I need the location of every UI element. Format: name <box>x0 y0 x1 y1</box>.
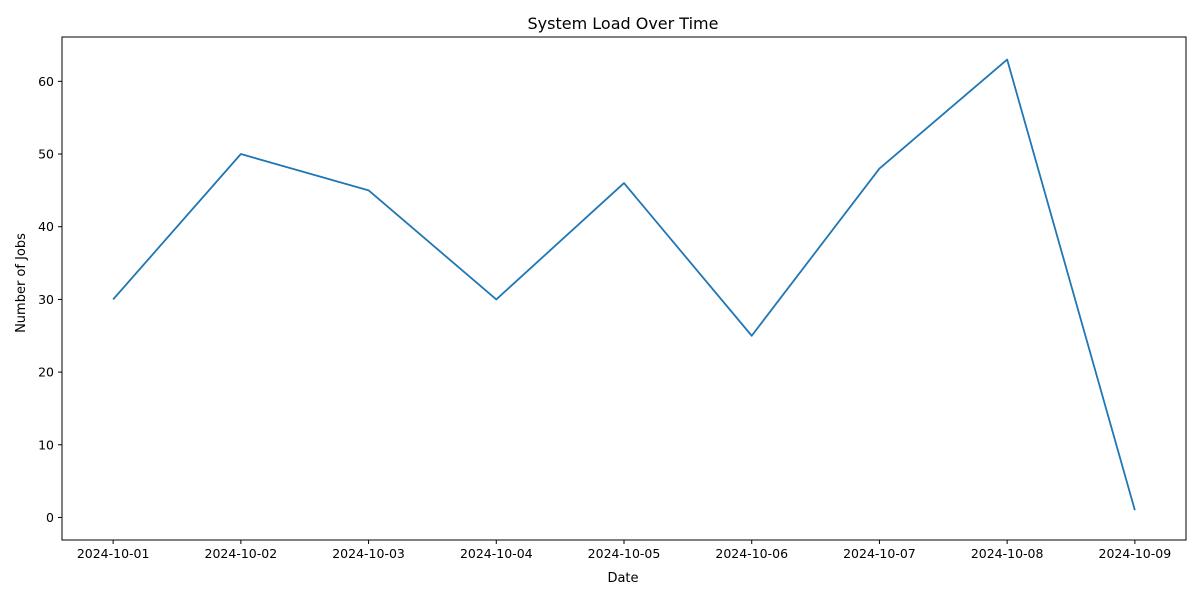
x-tick-label: 2024-10-03 <box>332 546 405 561</box>
x-tick-label: 2024-10-02 <box>205 546 278 561</box>
x-tick-label: 2024-10-08 <box>971 546 1044 561</box>
x-tick-label: 2024-10-05 <box>588 546 661 561</box>
x-tick-label: 2024-10-09 <box>1099 546 1172 561</box>
y-tick-label: 10 <box>38 437 54 452</box>
chart-title: System Load Over Time <box>528 14 719 33</box>
plot-area <box>61 36 1187 541</box>
y-tick-label: 50 <box>38 147 54 162</box>
y-tick-label: 20 <box>38 365 54 380</box>
plot-frame <box>61 36 1187 541</box>
series-layer <box>112 58 1136 511</box>
y-axis-label: Number of Jobs <box>14 233 29 333</box>
y-tick-label: 60 <box>38 74 54 89</box>
x-axis-ticks: 2024-10-01 2024-10-02 2024-10-03 2024-10-04… <box>77 540 1171 561</box>
series-line <box>112 58 1136 511</box>
x-tick-label: 2024-10-06 <box>715 546 788 561</box>
y-tick-label: 0 <box>46 510 54 525</box>
x-axis-label: Date <box>607 571 638 586</box>
y-axis-ticks: 0 10 20 30 40 50 60 <box>38 74 62 525</box>
y-tick-label: 30 <box>38 292 54 307</box>
x-tick-label: 2024-10-01 <box>77 546 150 561</box>
x-tick-label: 2024-10-04 <box>460 546 533 561</box>
y-tick-label: 40 <box>38 219 54 234</box>
x-tick-label: 2024-10-07 <box>843 546 916 561</box>
